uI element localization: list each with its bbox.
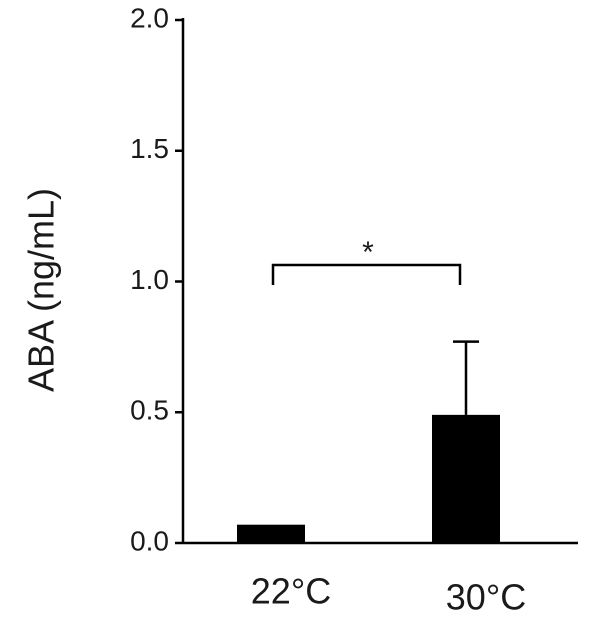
significance-bracket xyxy=(271,263,462,285)
bar xyxy=(237,524,305,543)
x-tick-label: 22°C xyxy=(251,571,331,612)
y-axis-label: ABA (ng/mL) xyxy=(21,188,62,392)
error-bar xyxy=(453,340,479,415)
bar xyxy=(432,414,500,543)
significance-star: * xyxy=(362,236,374,269)
y-tick-label: 2.0 xyxy=(130,2,169,33)
y-tick-label: 1.0 xyxy=(130,264,169,295)
y-tick-label: 0.0 xyxy=(130,525,169,556)
y-tick-label: 1.5 xyxy=(130,133,169,164)
x-tick-label: 30°C xyxy=(446,577,526,618)
y-tick-label: 0.5 xyxy=(130,395,169,426)
